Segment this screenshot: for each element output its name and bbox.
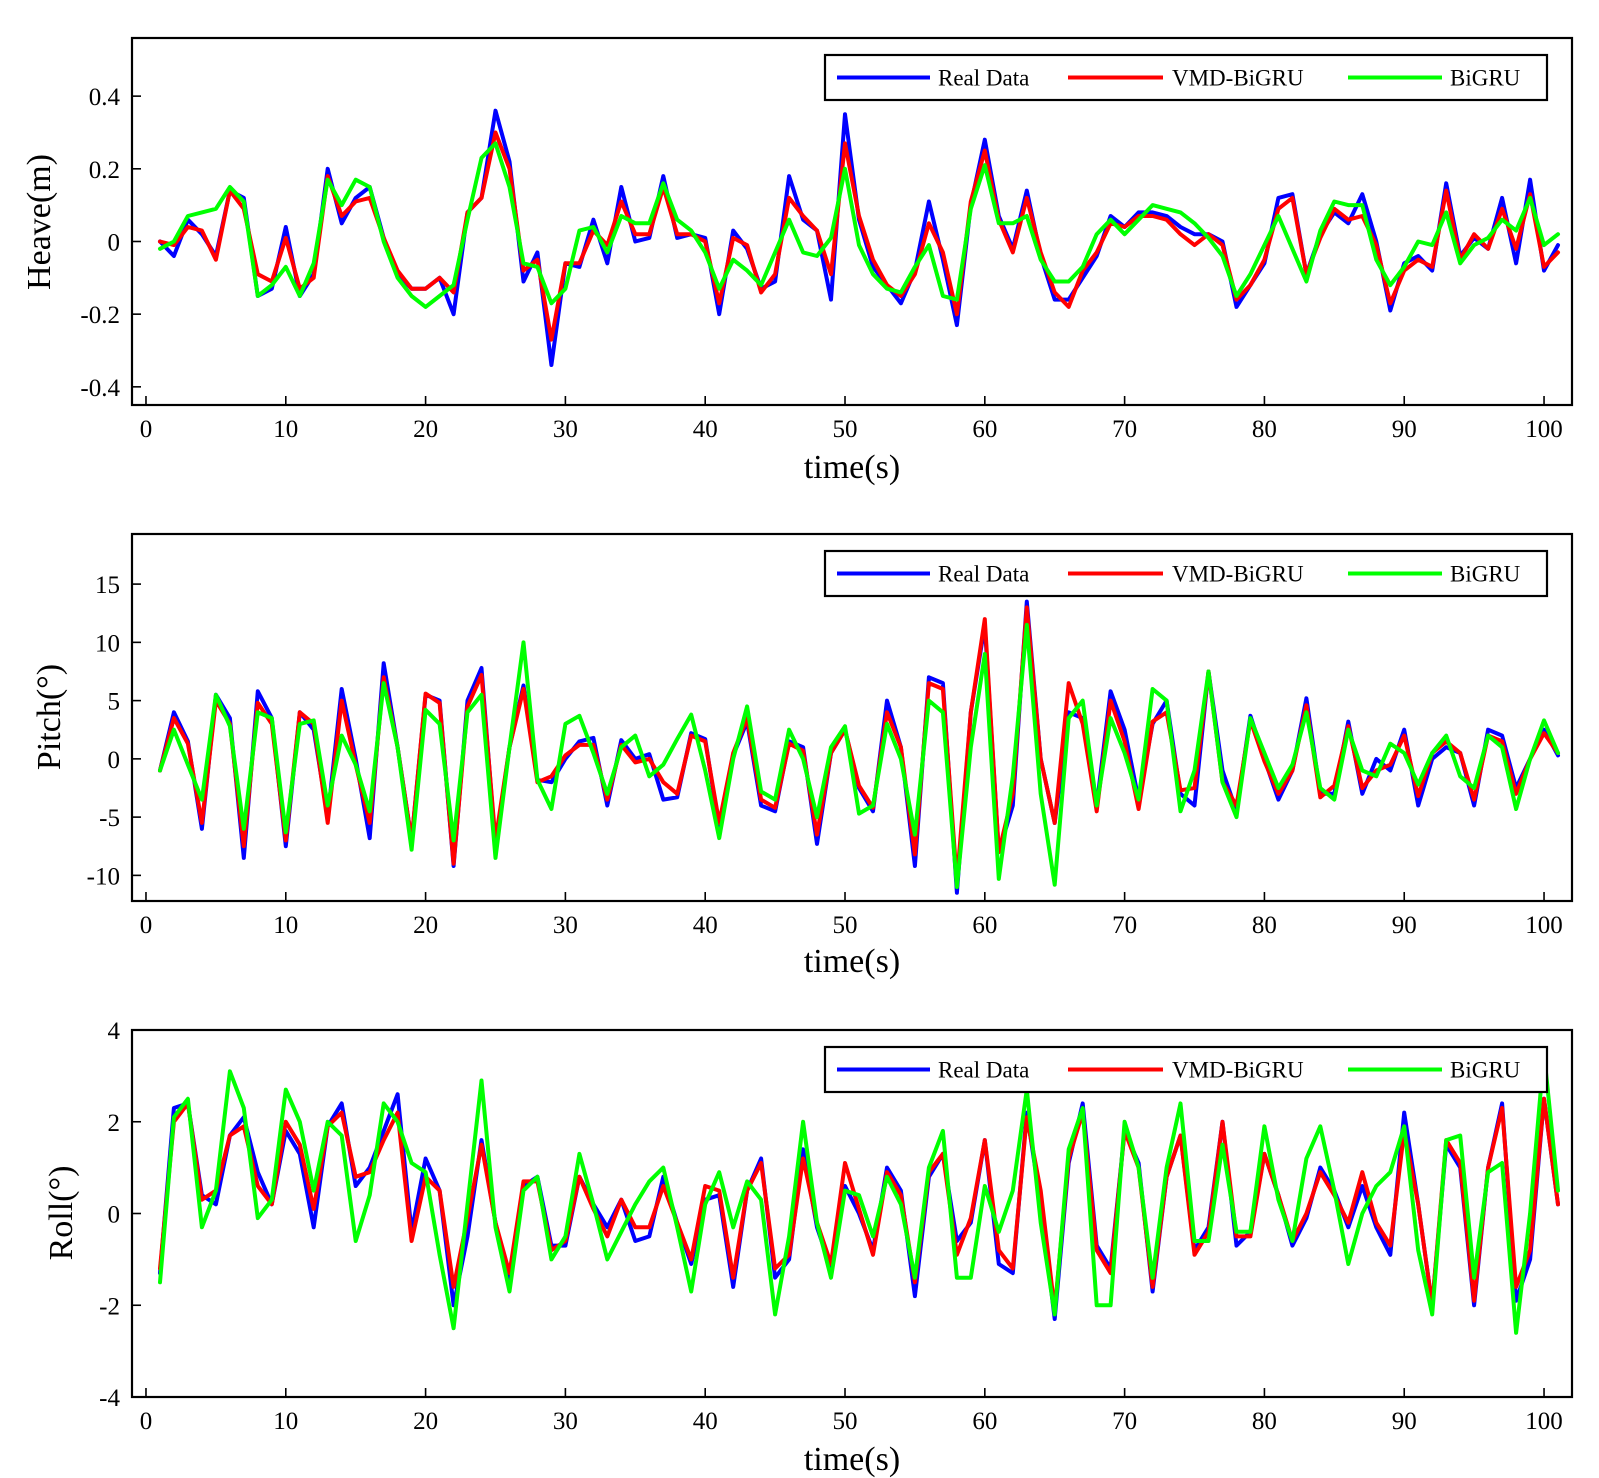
y-axis-label: Pitch(°) [31, 664, 68, 770]
x-tick-label: 100 [1525, 1408, 1563, 1435]
x-tick-label: 60 [972, 416, 997, 443]
legend-entry-real: Real Data [938, 66, 1029, 91]
x-tick-label: 50 [833, 912, 858, 939]
y-tick-label: 0.2 [89, 157, 120, 184]
legend-entry-vmd: VMD-BiGRU [1172, 562, 1304, 587]
x-tick-label: 70 [1112, 416, 1137, 443]
x-tick-label: 0 [140, 912, 153, 939]
x-tick-label: 80 [1252, 912, 1277, 939]
x-tick-label: 90 [1392, 1408, 1417, 1435]
series-line-bigru [158, 622, 1560, 889]
legend-entry-bigru: BiGRU [1450, 1058, 1521, 1083]
y-tick-label: 0 [108, 229, 121, 256]
y-tick-label: 5 [108, 689, 121, 716]
x-tick-label: 20 [413, 912, 438, 939]
legend: Real Data VMD-BiGRU BiGRU [823, 53, 1549, 102]
series-group [158, 1050, 1560, 1335]
x-tick-label: 80 [1252, 1408, 1277, 1435]
y-tick-label: 4 [108, 1018, 121, 1045]
x-tick-label: 30 [553, 1408, 578, 1435]
y-tick-label: 0 [108, 1202, 121, 1229]
x-tick-label: 10 [273, 912, 298, 939]
chart-panel-3: 0 10 20 30 40 50 60 70 80 90 100 -4 -2 0 2 4 time(s) Roll… [43, 1018, 1574, 1478]
x-tick-label: 30 [553, 416, 578, 443]
x-tick-label: 90 [1392, 912, 1417, 939]
series-line-vmd [158, 1096, 1560, 1312]
series-line-vmd [158, 605, 1560, 884]
series-line-vmd [158, 130, 1560, 342]
y-tick-label: -4 [99, 1385, 120, 1412]
legend: Real Data VMD-BiGRU BiGRU [823, 549, 1549, 598]
series-line-bigru [158, 1050, 1560, 1335]
y-tick-label: -0.2 [80, 302, 120, 329]
series-line-bigru [158, 141, 1560, 309]
x-tick-label: 60 [972, 1408, 997, 1435]
y-tick-label: -5 [99, 805, 120, 832]
y-axis-label: Heave(m) [21, 154, 58, 290]
x-axis-label: time(s) [804, 943, 900, 980]
x-tick-label: 10 [273, 416, 298, 443]
x-tick-label: 40 [693, 1408, 718, 1435]
x-tick-label: 90 [1392, 416, 1417, 443]
y-tick-label: 2 [108, 1110, 121, 1137]
x-tick-label: 70 [1112, 1408, 1137, 1435]
y-axis-label: Roll(°) [43, 1166, 80, 1261]
x-tick-label: 30 [553, 912, 578, 939]
x-tick-label: 80 [1252, 416, 1277, 443]
x-tick-label: 0 [140, 416, 153, 443]
series-line-real [158, 599, 1560, 895]
x-axis-label: time(s) [804, 1441, 900, 1478]
y-tick-label: 15 [95, 572, 120, 599]
x-tick-label: 0 [140, 1408, 153, 1435]
x-tick-label: 70 [1112, 912, 1137, 939]
y-tick-label: -2 [99, 1293, 120, 1320]
x-tick-label: 60 [972, 912, 997, 939]
y-tick-label: -0.4 [80, 375, 120, 402]
legend-entry-bigru: BiGRU [1450, 562, 1521, 587]
legend: Real Data VMD-BiGRU BiGRU [823, 1045, 1549, 1094]
x-tick-label: 40 [693, 416, 718, 443]
x-tick-label: 20 [413, 416, 438, 443]
x-tick-label: 100 [1525, 416, 1563, 443]
legend-entry-vmd: VMD-BiGRU [1172, 66, 1304, 91]
x-tick-label: 40 [693, 912, 718, 939]
x-tick-label: 20 [413, 1408, 438, 1435]
series-group [158, 599, 1560, 895]
chart-panel-1: 0 10 20 30 40 50 60 70 80 90 100 -0.4 -0.2 0 0.2 0.4 tim… [21, 36, 1574, 486]
x-tick-label: 50 [833, 1408, 858, 1435]
plot-area [130, 36, 1574, 407]
x-tick-label: 100 [1525, 912, 1563, 939]
legend-entry-real: Real Data [938, 1058, 1029, 1083]
y-tick-label: 10 [95, 630, 120, 657]
chart-panel-2: 0 10 20 30 40 50 60 70 80 90 100 -10 -5 0 5 10 15 time(s)… [31, 532, 1574, 980]
x-tick-label: 10 [273, 1408, 298, 1435]
y-tick-label: -10 [87, 863, 120, 890]
series-group [158, 108, 1560, 367]
x-tick-label: 50 [833, 416, 858, 443]
legend-entry-real: Real Data [938, 562, 1029, 587]
legend-entry-bigru: BiGRU [1450, 66, 1521, 91]
legend-entry-vmd: VMD-BiGRU [1172, 1058, 1304, 1083]
y-tick-label: 0.4 [89, 84, 121, 111]
x-axis-label: time(s) [804, 449, 900, 486]
y-tick-label: 0 [108, 747, 121, 774]
plot-area [130, 532, 1574, 903]
